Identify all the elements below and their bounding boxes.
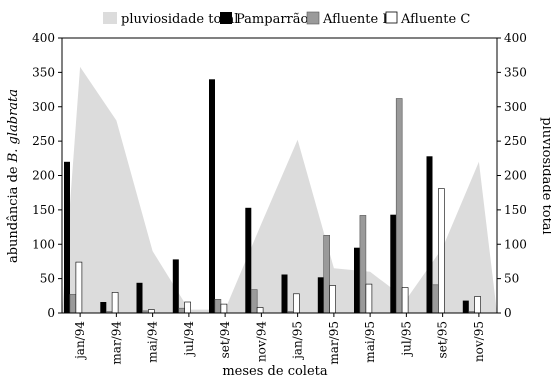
bar-afluente-c-5 <box>256 307 264 314</box>
legend-label-pamparrao: Pamparrão <box>236 12 308 27</box>
x-tick-label: mai/95 <box>363 321 377 363</box>
y-left-tick-label: 0 <box>47 306 55 320</box>
y-left-tick-label: 200 <box>32 169 55 183</box>
y-left-tick-label: 400 <box>32 31 55 45</box>
bar-afluente-c-9 <box>401 287 409 314</box>
bar-afluente-b-5 <box>250 289 258 314</box>
bar-pamparr-o-1 <box>100 302 107 313</box>
legend-label-afluente-b: Afluente B <box>322 12 392 27</box>
y-right-tick-label: 0 <box>504 306 512 320</box>
bar-afluente-b-10 <box>432 284 439 314</box>
bar-pamparr-o-2 <box>136 282 143 314</box>
y-axis-left-title-prefix: abundância de <box>6 162 21 263</box>
bar-afluente-c-1 <box>111 292 119 314</box>
bar-pamparr-o-8 <box>354 247 360 313</box>
bar-afluente-b-3 <box>178 307 185 314</box>
legend: pluviosidade total Pamparrão Afluente B … <box>103 11 470 27</box>
legend-swatch-pluviosidade <box>103 12 117 24</box>
bar-pamparr-o-10 <box>426 156 433 314</box>
y-right-tick-label: 50 <box>504 272 519 286</box>
x-tick-label: jul/94 <box>182 321 196 358</box>
x-axis-title: meses de coleta <box>222 364 328 379</box>
y-axis-left-title-species: B. glabrata <box>6 89 21 163</box>
x-tick-label: jan/94 <box>73 321 87 361</box>
y-left-tick-label: 250 <box>32 134 55 148</box>
bar-afluente-c-3 <box>184 301 191 314</box>
y-axis-left-title: abundância de B. glabrata <box>6 89 21 263</box>
x-tick-label: set/94 <box>218 321 232 359</box>
y-left-tick-label: 150 <box>32 203 55 217</box>
bar-pamparr-o-11 <box>462 300 469 313</box>
bar-pamparr-o-3 <box>172 259 179 313</box>
legend-swatch-pamparrao <box>220 12 232 24</box>
bar-afluente-b-0 <box>69 294 77 314</box>
y-left-tick-label: 300 <box>32 100 55 114</box>
x-tick-label: jan/95 <box>291 321 305 361</box>
y-right-tick-label: 200 <box>504 169 527 183</box>
bar-afluente-c-2 <box>148 309 155 314</box>
x-tick-label: nov/95 <box>472 321 486 362</box>
x-tick-label: set/95 <box>436 321 450 358</box>
bar-afluente-b-9 <box>395 98 403 314</box>
bar-afluente-b-7 <box>323 235 331 314</box>
plot-area <box>62 66 497 314</box>
bar-afluente-c-4 <box>220 303 228 314</box>
y-axis-right-title: pluviosidade total <box>539 117 551 234</box>
bar-afluente-c-8 <box>365 283 373 314</box>
legend-label-pluviosidade: pluviosidade total <box>121 12 238 27</box>
legend-swatch-afluente-b <box>306 11 320 25</box>
bar-afluente-c-6 <box>293 293 300 314</box>
bar-pamparr-o-6 <box>281 274 288 313</box>
x-tick-label: nov/94 <box>254 321 268 362</box>
x-tick-label: mar/94 <box>109 321 123 365</box>
bar-pamparr-o-0 <box>64 161 70 314</box>
y-right-tick-label: 350 <box>504 65 527 79</box>
y-right-tick-label: 400 <box>504 31 527 45</box>
y-left-tick-label: 50 <box>40 272 55 286</box>
bar-afluente-c-0 <box>75 261 83 314</box>
bar-afluente-c-10 <box>438 188 445 314</box>
y-right-tick-label: 150 <box>504 203 527 217</box>
y-right-tick-label: 100 <box>504 237 527 251</box>
y-left-tick-label: 350 <box>32 65 55 79</box>
legend-swatch-afluente-c <box>385 11 398 24</box>
bar-afluente-c-11 <box>474 296 481 314</box>
x-tick-label: mar/95 <box>327 321 341 365</box>
x-tick-label: mai/94 <box>146 321 160 363</box>
axes: 0 50 100 150 200 250 300 350 400 0 50 100 150 200 250 3… <box>32 31 527 365</box>
bar-pamparr-o-9 <box>390 214 397 313</box>
bar-pamparr-o-5 <box>245 207 252 313</box>
bar-afluente-c-7 <box>329 285 336 314</box>
x-tick-label: jul/95 <box>399 321 413 358</box>
y-right-tick-label: 250 <box>504 134 527 148</box>
bar-afluente-b-8 <box>359 215 367 314</box>
y-right-tick-label: 300 <box>504 100 527 114</box>
bar-pamparr-o-4 <box>209 79 215 314</box>
bar-pamparr-o-7 <box>317 277 324 314</box>
bar-afluente-b-4 <box>214 298 222 314</box>
rainfall-area <box>62 66 497 314</box>
y-left-tick-label: 100 <box>32 237 55 251</box>
legend-label-afluente-c: Afluente C <box>400 12 470 27</box>
